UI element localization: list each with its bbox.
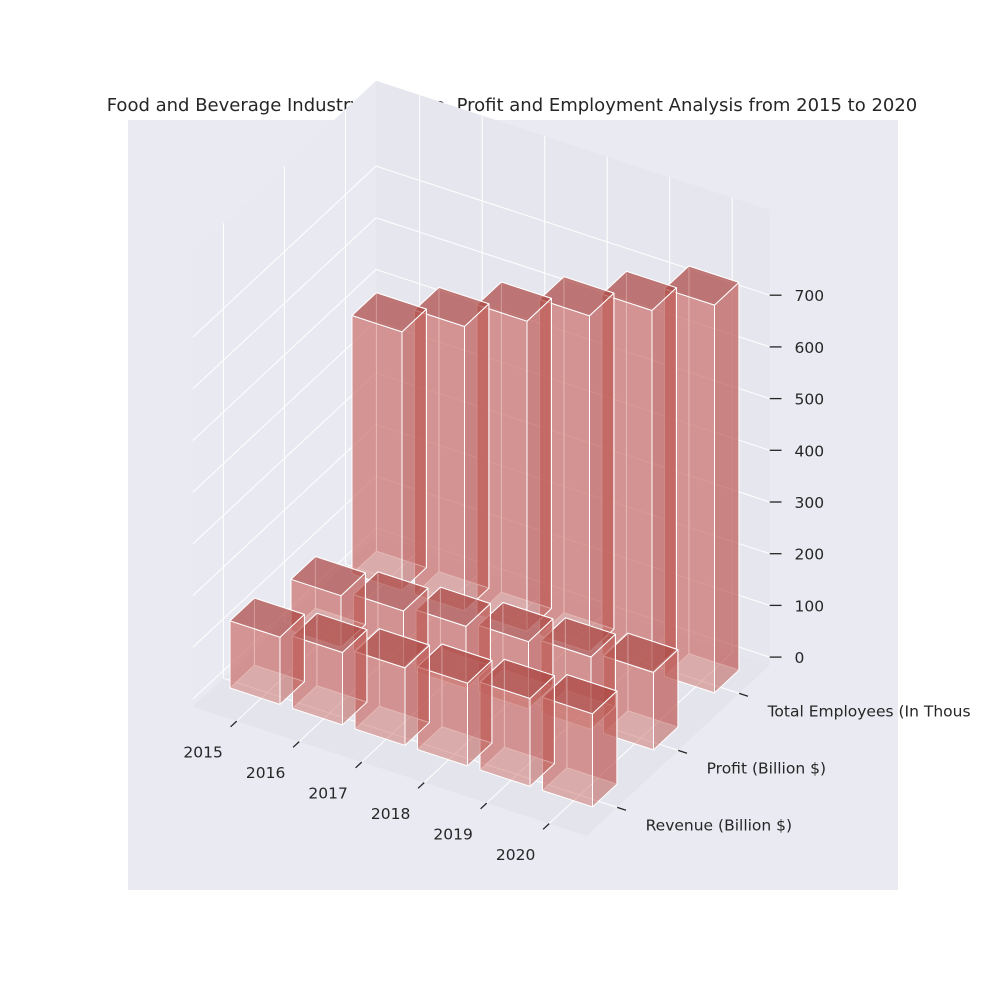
z-tick-label: 400 — [795, 442, 825, 460]
bar — [351, 292, 427, 591]
bar-top-face — [540, 617, 616, 658]
y-tick — [678, 749, 688, 754]
bar-top-face — [603, 632, 679, 673]
bar-right-face — [464, 303, 490, 612]
y-tick-label: Revenue (Billion $) — [646, 817, 792, 835]
bar — [664, 265, 740, 694]
bar-top-face — [351, 292, 427, 333]
bar-top-face — [479, 658, 555, 699]
bar-top-face — [417, 643, 493, 684]
chart-title: Food and Beverage Industry Revenue, Prof… — [107, 95, 918, 116]
bar-top-face — [542, 674, 618, 715]
x-tick — [355, 761, 363, 769]
x-tick-label-2019: 2019 — [433, 825, 472, 843]
bar-top-face — [601, 270, 677, 311]
z-tick-label: 200 — [795, 546, 825, 564]
y-tick — [617, 806, 627, 811]
bar-top-face — [478, 602, 554, 643]
chart-bars — [229, 265, 740, 808]
z-tick-label: 300 — [795, 494, 825, 512]
bar-top-face — [292, 612, 368, 653]
y-tick-label: Total Employees (In Thous — [767, 703, 971, 721]
z-tick-label: 100 — [795, 597, 825, 615]
bar — [292, 612, 368, 726]
bar-right-face — [651, 287, 677, 673]
y-tick — [739, 692, 749, 697]
bar-top-face — [354, 628, 430, 669]
bar-top-face — [664, 265, 740, 306]
bar-right-face — [526, 297, 552, 632]
bar-top-face — [414, 286, 490, 327]
x-tick-label-2016: 2016 — [246, 764, 285, 782]
x-tick — [417, 782, 425, 789]
bar — [479, 658, 555, 787]
z-tick-label: 600 — [795, 339, 825, 357]
y-tick-label: Profit (Billion $) — [707, 760, 826, 778]
bar-top-face — [229, 597, 305, 638]
x-tick — [292, 741, 300, 748]
bar-top-face — [415, 586, 491, 627]
bar-front-face — [351, 315, 403, 591]
z-tick-label: 500 — [795, 391, 825, 409]
z-tick-label: 700 — [795, 287, 825, 305]
bar — [354, 628, 430, 746]
bar-top-face — [476, 281, 552, 322]
bar — [229, 597, 305, 705]
x-tick — [542, 823, 550, 830]
x-tick-label-2018: 2018 — [371, 805, 410, 823]
z-tick-label: 0 — [795, 649, 805, 667]
x-tick-label-2017: 2017 — [308, 784, 347, 802]
chart-ticks: 2015 2016 2017 2018 2019 2020 Revenue (Billion… — [183, 287, 970, 864]
bar-top-face — [290, 556, 366, 597]
bar-top-face — [539, 276, 615, 317]
x-tick-label-2020: 2020 — [496, 846, 535, 864]
x-tick — [230, 720, 238, 728]
x-tick — [480, 802, 488, 810]
bar-right-face — [401, 308, 427, 591]
z-gridline — [192, 165, 770, 338]
bar-right-face — [589, 292, 615, 653]
bar-top-face — [353, 571, 429, 612]
bar-right-face — [714, 281, 740, 694]
x-tick-label-2015: 2015 — [183, 743, 222, 761]
